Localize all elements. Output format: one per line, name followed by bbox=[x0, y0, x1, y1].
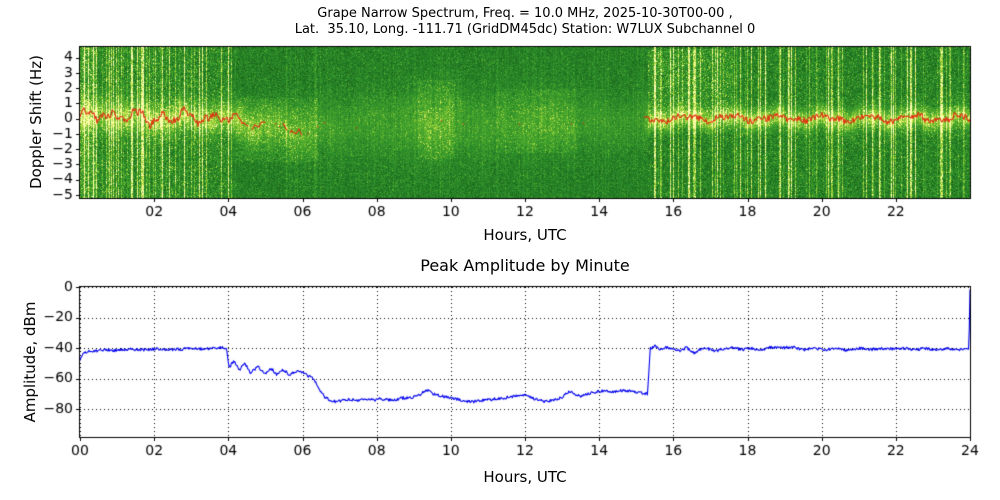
spectrogram-ylabel: Doppler Shift (Hz) bbox=[27, 55, 45, 189]
amplitude-xlabel: Hours, UTC bbox=[483, 468, 567, 486]
amplitude-plot bbox=[0, 250, 1000, 500]
amplitude-ylabel: Amplitude, dBm bbox=[21, 301, 39, 423]
spectrogram-xlabel: Hours, UTC bbox=[483, 226, 567, 244]
spectrogram-plot bbox=[0, 0, 1000, 250]
